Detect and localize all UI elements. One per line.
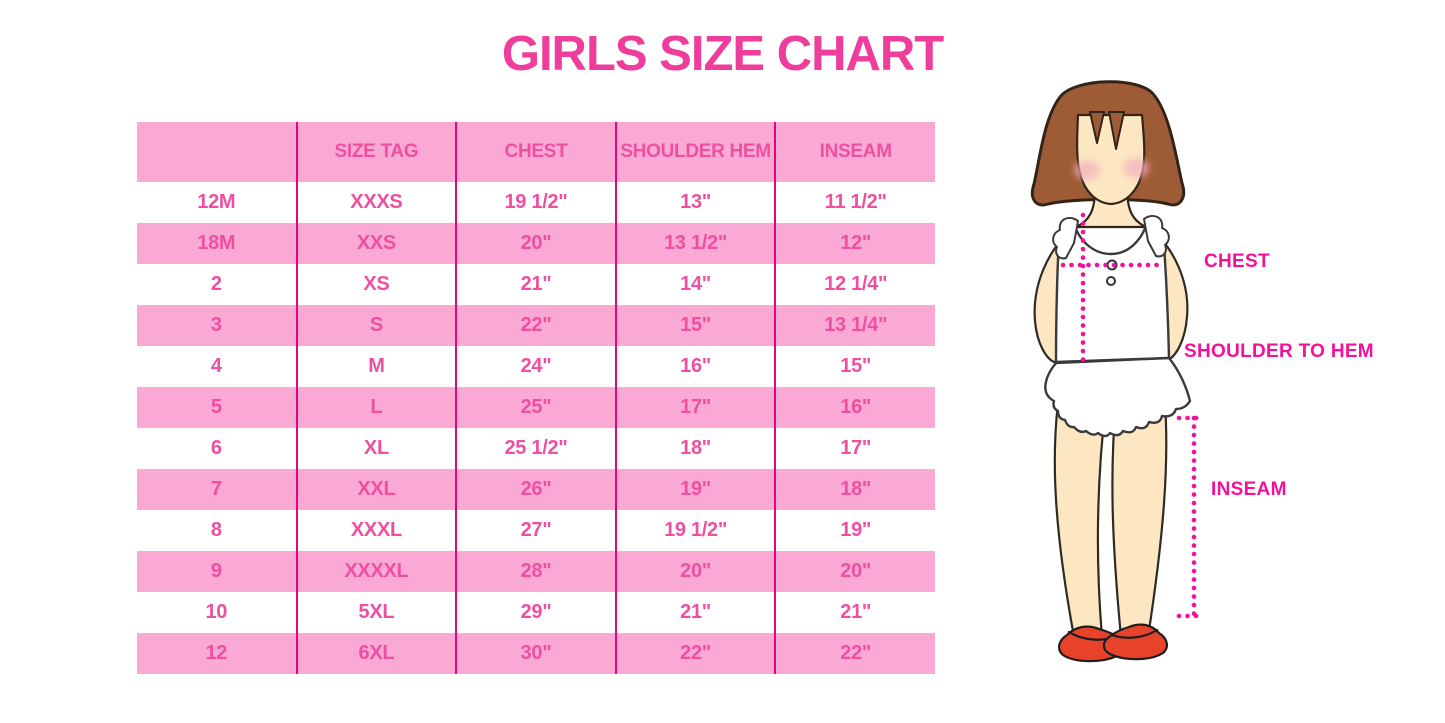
table-cell: 12 bbox=[137, 633, 297, 674]
column-header: INSEAM bbox=[774, 122, 935, 182]
table-row: 10 5XL 29" 21" 21" bbox=[137, 592, 935, 633]
face bbox=[1076, 113, 1146, 206]
chest-label: CHEST bbox=[1204, 251, 1270, 272]
table-cell: 13" bbox=[614, 182, 776, 223]
table-row: 7 XXL 26" 19" 18" bbox=[137, 469, 935, 510]
right-leg bbox=[1111, 401, 1168, 639]
table-row: 4 M 24" 16" 15" bbox=[137, 346, 935, 387]
table-cell: 17" bbox=[774, 428, 935, 469]
table-cell: 15" bbox=[774, 346, 935, 387]
table-cell: 12" bbox=[774, 223, 935, 264]
table-row: 3 S 22" 15" 13 1/4" bbox=[137, 305, 935, 346]
table-cell: XXL bbox=[295, 469, 457, 510]
right-shoe-strap bbox=[1110, 628, 1159, 639]
table-row: 12M XXXS 19 1/2" 13" 11 1/2" bbox=[137, 182, 935, 223]
table-cell: 18" bbox=[774, 469, 935, 510]
table-row: 18M XXS 20" 13 1/2" 12" bbox=[137, 223, 935, 264]
table-cell: M bbox=[295, 346, 457, 387]
table-cell: 4 bbox=[137, 346, 297, 387]
size-chart-table: SIZE TAG CHEST SHOULDER HEM INSEAM 12M XXXS 1… bbox=[137, 122, 935, 674]
table-cell: 26" bbox=[455, 469, 616, 510]
table-cell: 15" bbox=[614, 305, 776, 346]
table-cell: 13 1/2" bbox=[614, 223, 776, 264]
table-row: 5 L 25" 17" 16" bbox=[137, 387, 935, 428]
table-cell: 29" bbox=[455, 592, 616, 633]
bangs-icon bbox=[1089, 111, 1125, 150]
blush-right bbox=[1123, 158, 1149, 178]
table-cell: 12M bbox=[137, 182, 297, 223]
right-ruffle bbox=[1143, 215, 1170, 258]
column-header: CHEST bbox=[455, 122, 616, 182]
table-cell: 6 bbox=[137, 428, 297, 469]
table-cell: 16" bbox=[774, 387, 935, 428]
table-cell: XXXXL bbox=[295, 551, 457, 592]
table-cell: S bbox=[295, 305, 457, 346]
left-ruffle bbox=[1052, 217, 1079, 260]
table-row: 2 XS 21" 14" 12 1/4" bbox=[137, 264, 935, 305]
table-row: 12 6XL 30" 22" 22" bbox=[137, 633, 935, 674]
table-cell: 6XL bbox=[295, 633, 457, 674]
table-cell: 5XL bbox=[295, 592, 457, 633]
header-row: SIZE TAG CHEST SHOULDER HEM INSEAM bbox=[137, 122, 935, 182]
table-cell: 27" bbox=[455, 510, 616, 551]
table-cell: XXXS bbox=[295, 182, 457, 223]
table-cell: 21" bbox=[774, 592, 935, 633]
left-leg bbox=[1053, 401, 1108, 639]
table-cell: 19" bbox=[774, 510, 935, 551]
table-cell: 22" bbox=[455, 305, 616, 346]
size-chart-body: 12M XXXS 19 1/2" 13" 11 1/2" 18M XXS 20" 13 1/2"… bbox=[137, 182, 935, 674]
size-chart-header: SIZE TAG CHEST SHOULDER HEM INSEAM bbox=[137, 122, 935, 182]
table-cell: 17" bbox=[614, 387, 776, 428]
table-row: 8 XXXL 27" 19 1/2" 19" bbox=[137, 510, 935, 551]
table-cell: 30" bbox=[455, 633, 616, 674]
table-row: 9 XXXXL 28" 20" 20" bbox=[137, 551, 935, 592]
table-cell: 8 bbox=[137, 510, 297, 551]
table-cell: 18M bbox=[137, 223, 297, 264]
column-header: SIZE TAG bbox=[295, 122, 457, 182]
table-cell: 5 bbox=[137, 387, 297, 428]
table-cell: XXS bbox=[295, 223, 457, 264]
table-cell: 2 bbox=[137, 264, 297, 305]
table-cell: 19 1/2" bbox=[614, 510, 776, 551]
table-cell: 28" bbox=[455, 551, 616, 592]
table-cell: 21" bbox=[455, 264, 616, 305]
table-cell: 12 1/4" bbox=[774, 264, 935, 305]
table-cell: 9 bbox=[137, 551, 297, 592]
table-cell: 19 1/2" bbox=[455, 182, 616, 223]
skirt bbox=[1044, 356, 1192, 438]
table-cell: 19" bbox=[614, 469, 776, 510]
table-row: 6 XL 25 1/2" 18" 17" bbox=[137, 428, 935, 469]
page-title: GIRLS SIZE CHART bbox=[501, 27, 944, 81]
table-cell: 20" bbox=[774, 551, 935, 592]
table-cell: 21" bbox=[614, 592, 776, 633]
blush-left bbox=[1074, 160, 1100, 180]
table-cell: 25 1/2" bbox=[455, 428, 616, 469]
table-cell: 7 bbox=[137, 469, 297, 510]
table-cell: 18" bbox=[614, 428, 776, 469]
shoulder-to-hem-label: SHOULDER TO HEM bbox=[1184, 341, 1374, 362]
table-cell: 20" bbox=[455, 223, 616, 264]
column-header bbox=[137, 122, 297, 182]
button-bottom bbox=[1106, 276, 1116, 286]
table-cell: 16" bbox=[614, 346, 776, 387]
table-cell: 3 bbox=[137, 305, 297, 346]
table-cell: XS bbox=[295, 264, 457, 305]
table-cell: 11 1/2" bbox=[774, 182, 935, 223]
table-cell: 24" bbox=[455, 346, 616, 387]
table-cell: XXXL bbox=[295, 510, 457, 551]
girl-illustration bbox=[1030, 80, 1207, 663]
table-cell: 20" bbox=[614, 551, 776, 592]
table-cell: 22" bbox=[774, 633, 935, 674]
table-cell: 10 bbox=[137, 592, 297, 633]
column-header: SHOULDER HEM bbox=[614, 122, 776, 182]
table-cell: 14" bbox=[614, 264, 776, 305]
inseam-label: INSEAM bbox=[1211, 479, 1287, 500]
table-cell: 25" bbox=[455, 387, 616, 428]
table-cell: L bbox=[295, 387, 457, 428]
table-cell: 22" bbox=[614, 633, 776, 674]
table-cell: 13 1/4" bbox=[774, 305, 935, 346]
table-cell: XL bbox=[295, 428, 457, 469]
